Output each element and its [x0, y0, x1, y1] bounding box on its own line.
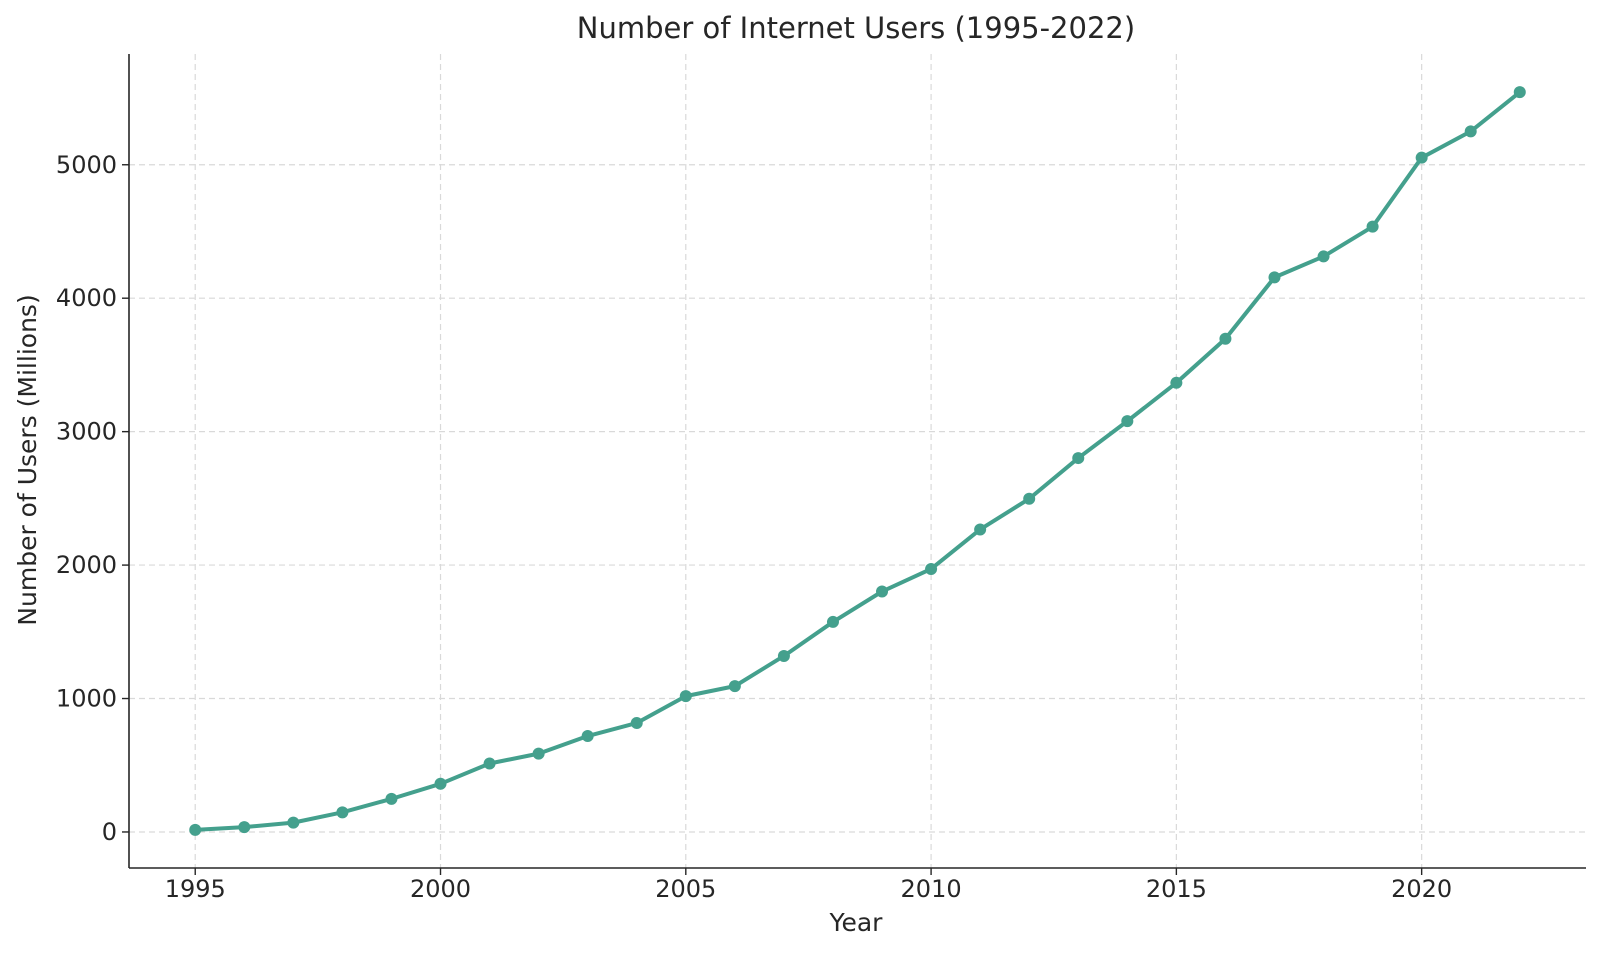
data-point [1170, 376, 1183, 389]
y-axis-label: Number of Users (Millions) [13, 294, 42, 625]
data-point [434, 777, 447, 790]
x-tick-label: 1995 [165, 875, 226, 903]
data-point [581, 730, 594, 743]
chart-title: Number of Internet Users (1995-2022) [577, 11, 1135, 45]
data-point [974, 523, 987, 536]
data-point [728, 680, 741, 693]
y-tick-label: 1000 [56, 685, 117, 713]
x-tick-label: 2015 [1146, 875, 1207, 903]
data-point [1464, 125, 1477, 138]
data-point [1121, 415, 1134, 428]
data-point [876, 585, 889, 598]
data-point [826, 615, 839, 628]
data-point [238, 821, 251, 834]
y-tick-label: 2000 [56, 551, 117, 579]
data-point [532, 747, 545, 760]
data-point [1072, 452, 1085, 465]
data-point [189, 823, 202, 836]
axes: 1995 2000 2005 2010 2015 2020 0 1000 2000 3000 400… [56, 54, 1586, 903]
data-point [385, 792, 398, 805]
data-point [679, 690, 692, 703]
y-tick-label: 0 [102, 818, 117, 846]
x-tick-label: 2010 [901, 875, 962, 903]
data-point [287, 816, 300, 829]
data-point [1513, 86, 1526, 99]
x-axis-label: Year [829, 908, 884, 937]
x-tick-label: 2020 [1391, 875, 1452, 903]
x-tick-label: 2005 [655, 875, 716, 903]
series-line [193, 90, 1522, 832]
series-layer [189, 86, 1526, 836]
data-point [483, 757, 496, 770]
data-point [1415, 151, 1428, 164]
grid [129, 54, 1586, 868]
y-tick-label: 3000 [56, 418, 117, 446]
data-point [925, 562, 938, 575]
data-point [1268, 271, 1281, 284]
data-point [1023, 492, 1036, 505]
data-point [1366, 220, 1379, 233]
data-point [777, 649, 790, 662]
data-point [1219, 332, 1232, 345]
y-tick-label: 5000 [56, 151, 117, 179]
data-point [630, 716, 643, 729]
data-point [1317, 250, 1330, 263]
data-point [336, 806, 349, 819]
y-tick-label: 4000 [56, 284, 117, 312]
x-tick-label: 2000 [410, 875, 471, 903]
